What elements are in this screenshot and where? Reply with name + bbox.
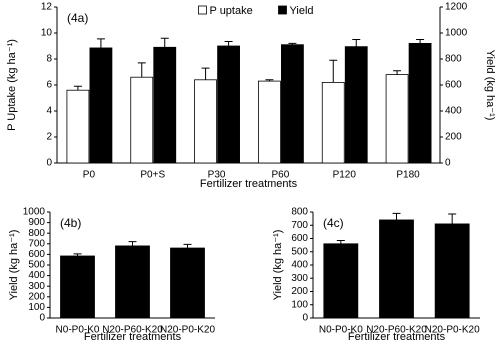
x-tick-label: N0-P0-K0 <box>319 325 363 336</box>
error-bar <box>448 213 457 224</box>
x-tick-label: N20-P60-K20 <box>366 325 427 336</box>
x-axis-label: Fertilizer treatments <box>348 331 446 343</box>
error-bar <box>96 38 105 48</box>
y-tick-label: 700 <box>28 238 45 249</box>
x-axis-label: Fertilizer treatments <box>200 178 298 190</box>
error-bar <box>265 79 274 82</box>
error-bar <box>393 70 402 75</box>
legend-swatch <box>278 5 287 15</box>
error-bar <box>352 39 361 47</box>
y-tick-label: 6 <box>46 80 52 91</box>
error-bar <box>416 39 425 44</box>
error-bar <box>224 40 233 46</box>
y-axis-label: P Uptake (kg ha⁻¹) <box>6 39 18 131</box>
y-tick-label: 200 <box>28 291 45 302</box>
y-tick-label: 4 <box>46 106 52 117</box>
y-tick-label: 12 <box>41 2 53 13</box>
legend-label: P uptake <box>210 5 253 17</box>
error-bar <box>160 37 169 48</box>
x-tick-label: P60 <box>272 170 290 181</box>
bar <box>130 76 154 164</box>
y-tick-label: 8 <box>46 54 52 65</box>
x-tick-label: P30 <box>208 170 226 181</box>
y-tick-label: 300 <box>291 273 308 284</box>
error-bar <box>73 85 82 91</box>
y-tick-label: 500 <box>291 246 308 257</box>
y2-tick-label: 1200 <box>445 2 468 13</box>
panel-label: (4b) <box>60 216 81 230</box>
y-tick-label: 100 <box>291 299 308 310</box>
x-axis-label: Fertilizer treatments <box>84 331 182 343</box>
bar <box>194 79 217 164</box>
y2-tick-label: 0 <box>445 158 451 169</box>
y-tick-label: 0 <box>302 313 308 324</box>
x-tick-label: P0+S <box>140 170 165 181</box>
panel-label: (4a) <box>67 11 88 25</box>
y2-axis-label: Yield (kg ha⁻¹) <box>484 50 496 121</box>
panel-label: (4c) <box>323 216 344 230</box>
y-tick-label: 500 <box>28 260 45 271</box>
legend-swatch <box>198 5 207 15</box>
error-bar <box>183 243 192 249</box>
x-tick-label: N20-P0-K20 <box>160 325 215 336</box>
y-axis-label: Yield (kg ha⁻¹) <box>272 230 284 301</box>
x-tick-label: N0-P0-K0 <box>56 325 100 336</box>
bar <box>321 82 345 164</box>
bar <box>217 45 240 164</box>
x-tick-label: N20-P60-K20 <box>102 325 163 336</box>
error-bar <box>201 67 210 80</box>
y-tick-label: 600 <box>291 233 308 244</box>
y-axis-label: Yield (kg ha⁻¹) <box>8 230 20 301</box>
y-tick-label: 0 <box>46 158 52 169</box>
y-tick-label: 10 <box>41 28 53 39</box>
bar <box>153 46 177 164</box>
y-tick-label: 100 <box>28 302 45 313</box>
y2-tick-label: 600 <box>445 80 462 91</box>
bar <box>281 44 304 164</box>
x-tick-label: P180 <box>396 170 420 181</box>
error-bar <box>392 212 401 220</box>
error-bar <box>336 239 345 244</box>
bar <box>115 245 150 319</box>
error-bar <box>128 241 137 246</box>
error-bar <box>73 253 82 256</box>
y2-tick-label: 400 <box>445 106 462 117</box>
bar <box>258 80 281 164</box>
y-tick-label: 700 <box>291 220 308 231</box>
y-tick-label: 0 <box>39 313 45 324</box>
y-tick-label: 400 <box>291 260 308 271</box>
y-tick-label: 800 <box>28 228 45 239</box>
x-tick-label: P120 <box>333 170 357 181</box>
bar <box>60 255 95 319</box>
x-tick-label: N20-P0-K20 <box>425 325 480 336</box>
y-tick-label: 1000 <box>23 207 46 218</box>
legend-label: Yield <box>290 5 314 17</box>
error-bar <box>137 62 146 78</box>
y2-tick-label: 800 <box>445 54 462 65</box>
y-tick-label: 300 <box>28 281 45 292</box>
bar <box>385 74 409 164</box>
bar <box>323 243 359 319</box>
bar <box>434 223 470 319</box>
bar <box>89 47 113 164</box>
error-bar <box>329 59 338 83</box>
y2-tick-label: 200 <box>445 132 462 143</box>
bar <box>379 219 414 319</box>
y-tick-label: 600 <box>28 249 45 260</box>
y-tick-label: 2 <box>46 132 52 143</box>
y-tick-label: 400 <box>28 270 45 281</box>
y-tick-label: 800 <box>291 207 308 218</box>
y-tick-label: 900 <box>28 217 45 228</box>
bar <box>408 43 432 164</box>
bar <box>170 247 205 319</box>
y2-tick-label: 1000 <box>445 28 468 39</box>
y-tick-label: 200 <box>291 286 308 297</box>
x-tick-label: P0 <box>83 170 96 181</box>
bar <box>344 46 368 164</box>
bar <box>66 89 90 164</box>
error-bar <box>288 42 297 45</box>
